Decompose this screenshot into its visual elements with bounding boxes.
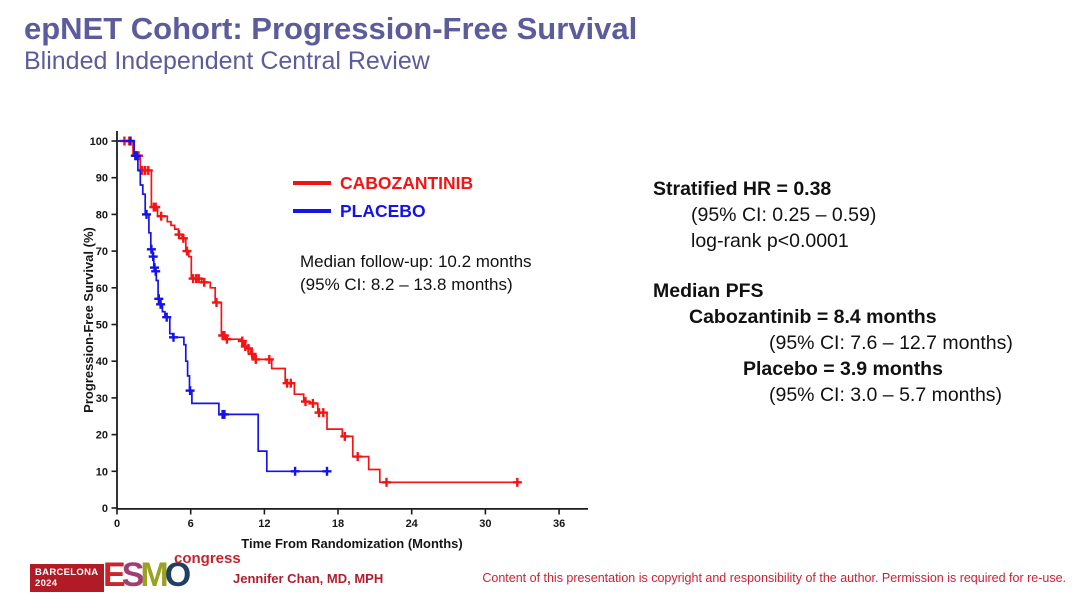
legend-label-placebo: PLACEBO xyxy=(340,201,426,221)
esmo-letter-o: O xyxy=(164,556,192,594)
speaker-name: Jennifer Chan, MD, MPH xyxy=(233,571,384,586)
esmo-letter-m: M xyxy=(140,556,168,594)
y-tick-label: 70 xyxy=(96,246,108,258)
esmo-letter-s: S xyxy=(121,556,145,594)
median-followup-annotation: Median follow-up: 10.2 months xyxy=(300,252,532,271)
x-tick-label: 18 xyxy=(332,518,344,530)
y-tick-label: 30 xyxy=(96,393,108,405)
copyright-notice: Content of this presentation is copyrigh… xyxy=(482,571,1066,585)
median-followup-annotation: (95% CI: 8.2 – 13.8 months) xyxy=(300,275,513,294)
y-axis-title: Progression-Free Survival (%) xyxy=(81,227,96,413)
slide-title: epNET Cohort: Progression-Free Survival xyxy=(24,11,638,46)
median-pfs-heading: Median PFS xyxy=(653,280,764,302)
slide-header: epNET Cohort: Progression-Free Survival … xyxy=(24,11,638,76)
slide-subtitle: Blinded Independent Central Review xyxy=(24,47,430,76)
x-tick-label: 12 xyxy=(258,518,270,530)
stats-panel: Stratified HR = 0.38 (95% CI: 0.25 – 0.5… xyxy=(653,176,1073,408)
km-curve-placebo xyxy=(117,140,330,473)
legend-label-cabozantinib: CABOZANTINIB xyxy=(340,173,473,193)
km-plot: 0 10 20 30 40 50 60 70 80 90 100 0 6 12 18 24 30 36 Time F… xyxy=(81,131,588,551)
cabo-ci-line: (95% CI: 7.6 – 12.7 months) xyxy=(769,332,1013,354)
x-axis-title: Time From Randomization (Months) xyxy=(241,536,462,551)
x-tick-label: 24 xyxy=(406,518,419,530)
esmo-logo-letters: ESMO xyxy=(103,556,192,595)
y-tick-label: 60 xyxy=(96,283,108,295)
esmo-letter-e: E xyxy=(103,556,126,594)
y-tick-label: 100 xyxy=(90,136,108,148)
hr-ci-line: (95% CI: 0.25 – 0.59) xyxy=(691,204,877,226)
stats-spacer xyxy=(653,254,1073,278)
y-tick-label: 80 xyxy=(96,209,108,221)
esmo-logo-location: BARCELONA xyxy=(35,567,99,578)
y-tick-label: 40 xyxy=(96,356,108,368)
logrank-line: log-rank p<0.0001 xyxy=(691,230,849,252)
x-tick-label: 6 xyxy=(188,518,194,530)
esmo-logo-year: 2024 xyxy=(35,577,58,589)
esmo-logo-congress-label: congress xyxy=(174,550,241,567)
x-tick-label: 0 xyxy=(114,518,120,530)
y-tick-label: 0 xyxy=(102,503,108,515)
cabo-median-line: Cabozantinib = 8.4 months xyxy=(689,306,937,328)
esmo-logo-location-box: BARCELONA 2024 xyxy=(30,564,104,592)
placebo-ci-line: (95% CI: 3.0 – 5.7 months) xyxy=(769,384,1003,406)
hr-line: Stratified HR = 0.38 xyxy=(653,178,832,200)
x-tick-label: 30 xyxy=(479,518,491,530)
x-tick-label: 36 xyxy=(553,518,565,530)
y-tick-label: 10 xyxy=(96,466,108,478)
y-tick-label: 20 xyxy=(96,430,108,442)
placebo-median-line: Placebo = 3.9 months xyxy=(743,358,943,380)
y-tick-label: 50 xyxy=(96,320,108,332)
y-tick-label: 90 xyxy=(96,173,108,185)
